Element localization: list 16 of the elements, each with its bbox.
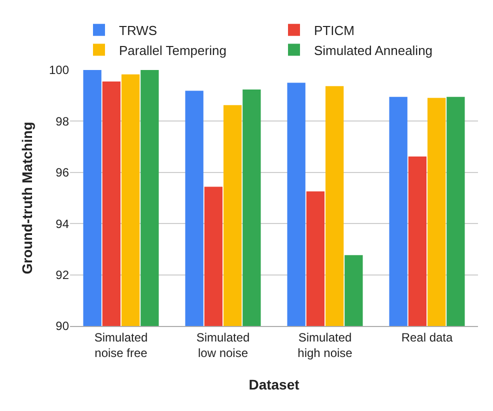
x-axis-title: Dataset [248, 376, 300, 392]
legend-label: Parallel Tempering [119, 42, 226, 58]
legend-label: PTICM [314, 22, 354, 38]
y-tick-label: 98 [56, 114, 70, 128]
x-tick-label: Real data [401, 330, 454, 344]
y-tick-label: 100 [48, 63, 70, 78]
y-tick-label: 96 [56, 166, 70, 180]
legend-label: Simulated Annealing [314, 42, 433, 58]
x-tick-label: Simulated noise free [94, 330, 148, 360]
y-tick-label: 94 [56, 216, 70, 231]
y-axis-title: Ground-truth Matching [19, 122, 35, 274]
x-tick-label: Simulated high noise [298, 330, 353, 360]
x-tick-label: Simulated low noise [196, 330, 250, 360]
legend-label: TRWS [119, 22, 158, 38]
y-tick-label: 92 [56, 268, 70, 282]
y-tick-label: 90 [56, 319, 70, 334]
